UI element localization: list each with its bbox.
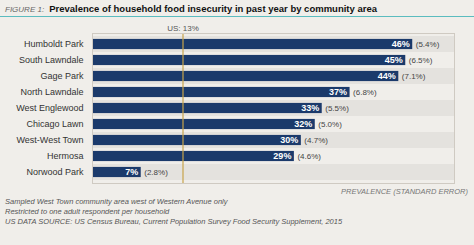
svg-text:South Lawndale: South Lawndale [19, 55, 84, 65]
svg-text:(6.8%): (6.8%) [353, 88, 377, 97]
svg-text:(5.5%): (5.5%) [325, 104, 349, 113]
svg-text:44%: 44% [378, 71, 396, 81]
svg-text:37%: 37% [329, 87, 347, 97]
svg-text:(4.6%): (4.6%) [297, 152, 321, 161]
html-text:Prevalence of household food i: Prevalence of household food insecurity … [49, 3, 377, 14]
svg-text:US: 13%: US: 13% [167, 24, 199, 33]
svg-text:Hermosa: Hermosa [47, 151, 84, 161]
svg-text:(7.1%): (7.1%) [402, 72, 426, 81]
svg-text:46%: 46% [392, 39, 410, 49]
svg-text:West-West Town: West-West Town [16, 135, 83, 145]
svg-text:(2.8%): (2.8%) [144, 168, 168, 177]
svg-text:West Englewood: West Englewood [16, 103, 83, 113]
svg-text:Chicago Lawn: Chicago Lawn [26, 119, 83, 129]
svg-text:33%: 33% [301, 103, 319, 113]
svg-text:(4.7%): (4.7%) [304, 136, 328, 145]
html-text:Sampled West Town community ar: Sampled West Town community area west of… [5, 197, 228, 206]
svg-text:45%: 45% [385, 55, 403, 65]
svg-text:7%: 7% [125, 167, 138, 177]
html-text:US DATA SOURCE: US Census Bure: US DATA SOURCE: US Census Bureau, Curren… [5, 217, 343, 226]
svg-text:30%: 30% [280, 135, 298, 145]
svg-text:32%: 32% [294, 119, 312, 129]
svg-text:Norwood Park: Norwood Park [26, 167, 84, 177]
svg-text:Humboldt Park: Humboldt Park [24, 39, 84, 49]
svg-text:North Lawndale: North Lawndale [20, 87, 83, 97]
svg-text:Gage Park: Gage Park [40, 71, 84, 81]
svg-text:(5.4%): (5.4%) [416, 40, 440, 49]
html-text:PREVALENCE (STANDARD ERROR): PREVALENCE (STANDARD ERROR) [341, 187, 468, 196]
svg-text:29%: 29% [273, 151, 291, 161]
svg-text:(6.5%): (6.5%) [409, 56, 433, 65]
html-text:FIGURE 1:: FIGURE 1: [5, 5, 45, 14]
html-text:Restricted to one adult respon: Restricted to one adult respondent per h… [5, 207, 170, 216]
svg-text:(5.0%): (5.0%) [318, 120, 342, 129]
